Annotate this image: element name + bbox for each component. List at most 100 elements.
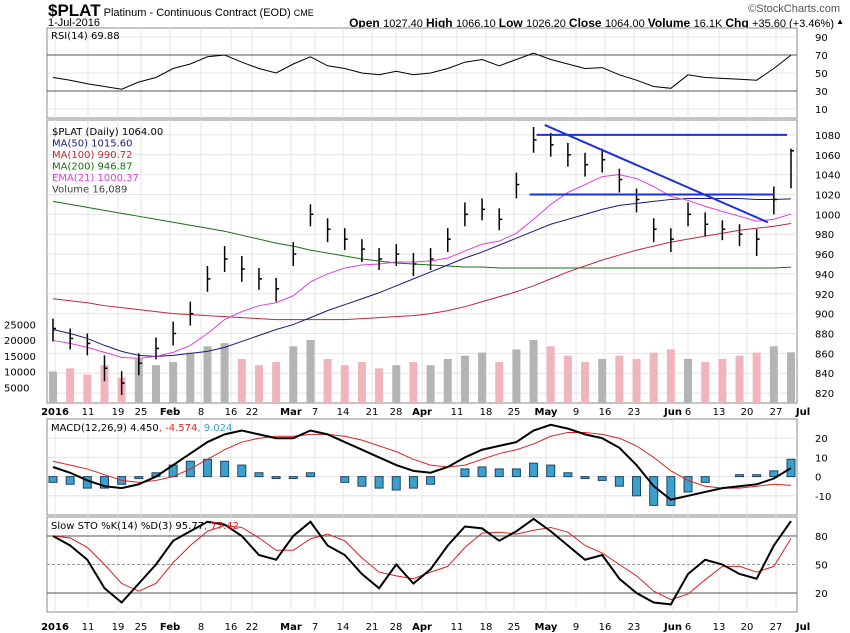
y-tick-label: 840 (815, 369, 834, 380)
x-tick-label: 7 (312, 622, 318, 633)
x-tick-label: Jul (795, 622, 810, 633)
macd-histogram-bar (357, 476, 367, 487)
macd-histogram-bar (340, 476, 350, 483)
y-tick-label: 30 (815, 87, 828, 98)
x-tick-label: Apr (412, 622, 432, 633)
macd-histogram-bar (460, 468, 470, 478)
triangle-up-icon: ▲ (836, 17, 844, 26)
volume-bar (563, 355, 572, 403)
volume-bar (375, 368, 384, 403)
x-tick-label: 25 (135, 407, 148, 418)
x-tick-label: 11 (82, 407, 95, 418)
x-tick-label: 9 (573, 622, 579, 633)
volume-bar (478, 352, 487, 403)
x-tick-label: 21 (366, 622, 379, 633)
macd-value: , -4.574 (159, 423, 198, 434)
volume-bar (83, 374, 92, 403)
y-tick-label: 1080 (815, 131, 840, 142)
volume-bar (735, 355, 744, 403)
x-tick-label: 25 (135, 622, 148, 633)
legend-entry: MA(100) 990.72 (52, 150, 133, 161)
legend-entry: EMA(21) 1000.37 (52, 173, 139, 184)
y-tick-label: 940 (815, 270, 834, 281)
macd-histogram-bar (134, 476, 144, 480)
y-tick-label: 860 (815, 349, 834, 360)
volume-bar (546, 346, 555, 403)
volume-bar (289, 346, 298, 403)
macd-histogram-bar (511, 468, 521, 478)
legend-entry: MA(200) 946.87 (52, 162, 133, 173)
quote-label: Volume (647, 16, 694, 30)
macd-histogram-bar (374, 476, 384, 489)
x-tick-label: 14 (337, 407, 350, 418)
x-tick-label: 19 (112, 622, 125, 633)
x-tick-label: 11 (82, 622, 95, 633)
x-tick-label: 7 (312, 407, 318, 418)
x-tick-label: May (535, 622, 558, 633)
x-tick-label: 14 (337, 622, 350, 633)
macd-histogram-bar (649, 476, 659, 506)
macd-histogram-bar (305, 472, 315, 478)
macd-histogram-bar (99, 476, 109, 489)
ma200-line (52, 200, 792, 269)
x-tick-label: 20 (741, 407, 754, 418)
volume-bar (254, 365, 263, 403)
x-tick-label: 2016 (41, 622, 69, 633)
x-tick-label: 21 (366, 407, 379, 418)
y-tick-label: 20 (815, 589, 828, 600)
y-tick-label: 50 (815, 69, 828, 80)
y-tick-label: 0 (815, 473, 821, 484)
volume-tick-label: 10000 (4, 368, 36, 379)
x-tick-label: 11 (451, 622, 464, 633)
x-tick-label: 23 (628, 622, 641, 633)
volume-tick-label: 15000 (4, 352, 36, 363)
x-tick-label: Apr (412, 407, 432, 418)
volume-bar (598, 358, 607, 403)
macd-histogram-bar (494, 468, 504, 478)
x-tick-label: 19 (112, 407, 125, 418)
trendline (544, 124, 769, 224)
volume-tick-label: 20000 (4, 336, 36, 347)
volume-bar (186, 352, 195, 403)
y-tick-label: 10 (815, 105, 828, 116)
volume-bar (718, 358, 727, 403)
y-tick-label: 900 (815, 310, 834, 321)
quote-summary: Open 1027.40 High 1066.10 Low 1026.20 Cl… (349, 16, 834, 30)
ma100-line (52, 223, 792, 321)
macd-signal-line (52, 431, 792, 489)
x-tick-label: 22 (246, 622, 259, 633)
x-tick-label: 22 (246, 407, 259, 418)
y-tick-label: 80 (815, 532, 828, 543)
x-tick-label: 13 (713, 407, 726, 418)
x-tick-label: 6 (685, 407, 691, 418)
x-tick-label: 8 (198, 407, 204, 418)
volume-bar (752, 352, 761, 403)
volume-bar (100, 365, 109, 403)
quote-value: 1027.40 (383, 18, 426, 30)
x-tick-label: 25 (508, 622, 521, 633)
macd-histogram-bar (700, 476, 710, 483)
x-tick-label: 11 (451, 407, 464, 418)
macd-histogram-bar (529, 462, 539, 478)
quote-value: 1026.20 (526, 18, 569, 30)
y-tick-label: 880 (815, 329, 834, 340)
exchange: CME (293, 8, 314, 18)
volume-tick-label: 5000 (4, 383, 29, 394)
quote-value: 1064.00 (604, 18, 648, 30)
x-tick-label: 6 (685, 622, 691, 633)
y-tick-label: 1060 (815, 151, 840, 162)
x-tick-label: Feb (160, 407, 180, 418)
volume-bar (581, 362, 590, 403)
rsi-title: RSI(14) 69.88 (51, 31, 120, 42)
volume-bar (340, 365, 349, 403)
x-tick-label: 25 (508, 407, 521, 418)
macd-histogram-bar (391, 476, 401, 491)
macd-histogram-bar (563, 472, 573, 478)
y-tick-label: 1020 (815, 190, 840, 201)
y-tick-label: 820 (815, 389, 834, 400)
x-tick-label: 16 (599, 407, 612, 418)
y-tick-label: 70 (815, 51, 828, 62)
legend-entry: MA(50) 1015.60 (52, 139, 133, 150)
